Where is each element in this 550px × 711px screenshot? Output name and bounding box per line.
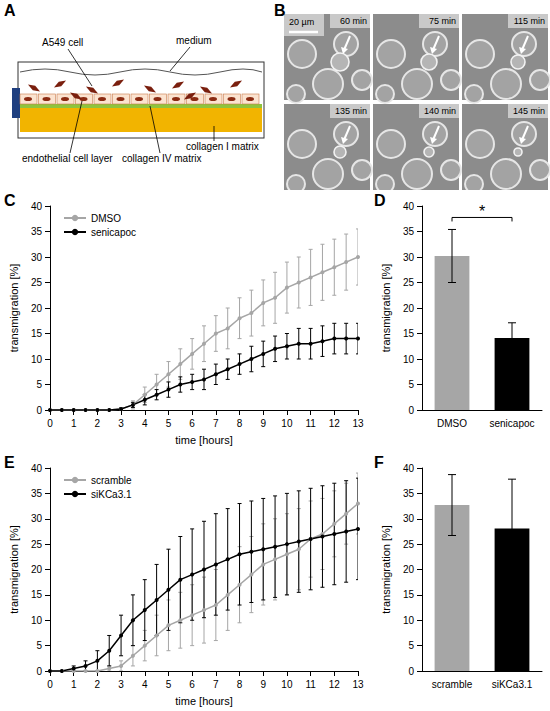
svg-text:60 min: 60 min — [340, 16, 367, 26]
svg-text:DMSO: DMSO — [91, 213, 121, 224]
svg-text:1: 1 — [71, 418, 77, 429]
svg-text:senicapoc: senicapoc — [489, 418, 534, 429]
html-text:D: D — [374, 192, 386, 209]
svg-text:20: 20 — [403, 564, 415, 575]
svg-text:0: 0 — [408, 666, 414, 677]
svg-text:25: 25 — [403, 277, 415, 288]
svg-text:40: 40 — [31, 201, 43, 212]
svg-text:15: 15 — [403, 328, 415, 339]
svg-text:25: 25 — [31, 277, 43, 288]
svg-text:30: 30 — [31, 513, 43, 524]
svg-text:6: 6 — [189, 418, 195, 429]
svg-text:2: 2 — [95, 679, 101, 690]
svg-text:135 min: 135 min — [335, 106, 367, 116]
svg-text:13: 13 — [352, 679, 364, 690]
svg-text:40: 40 — [403, 201, 415, 212]
svg-text:12: 12 — [329, 679, 341, 690]
svg-text:13: 13 — [352, 418, 364, 429]
svg-text:4: 4 — [142, 679, 148, 690]
svg-text:6: 6 — [189, 679, 195, 690]
svg-text:10: 10 — [281, 418, 293, 429]
svg-text:35: 35 — [31, 488, 43, 499]
svg-text:collagen IV matrix: collagen IV matrix — [122, 153, 201, 164]
svg-text:10: 10 — [403, 354, 415, 365]
svg-text:senicapoc: senicapoc — [91, 227, 136, 238]
html-text:B: B — [274, 2, 286, 19]
svg-text:11: 11 — [305, 679, 316, 690]
svg-text:30: 30 — [403, 252, 415, 263]
svg-text:140 min: 140 min — [424, 106, 456, 116]
svg-text:10: 10 — [403, 615, 415, 626]
svg-text:scramble: scramble — [432, 679, 473, 690]
svg-text:DMSO: DMSO — [437, 418, 467, 429]
svg-text:25: 25 — [31, 539, 43, 550]
svg-text:time [hours]: time [hours] — [175, 695, 232, 707]
svg-text:time [hours]: time [hours] — [175, 434, 232, 446]
svg-text:5: 5 — [36, 379, 42, 390]
svg-text:2: 2 — [95, 418, 101, 429]
svg-text:35: 35 — [403, 488, 415, 499]
svg-text:30: 30 — [403, 513, 415, 524]
svg-text:15: 15 — [403, 589, 415, 600]
html-text:F: F — [374, 454, 384, 471]
svg-text:medium: medium — [176, 35, 212, 46]
svg-text:1: 1 — [71, 679, 77, 690]
svg-text:20: 20 — [31, 303, 43, 314]
svg-text:10: 10 — [31, 354, 43, 365]
svg-text:5: 5 — [408, 640, 414, 651]
svg-text:5: 5 — [166, 418, 172, 429]
svg-text:3: 3 — [118, 418, 124, 429]
svg-text:7: 7 — [213, 679, 219, 690]
svg-text:siKCa3.1: siKCa3.1 — [492, 679, 533, 690]
svg-text:10: 10 — [281, 679, 293, 690]
svg-text:12: 12 — [329, 418, 341, 429]
svg-text:9: 9 — [260, 679, 266, 690]
svg-text:40: 40 — [403, 463, 415, 474]
svg-text:35: 35 — [403, 226, 415, 237]
svg-text:5: 5 — [408, 379, 414, 390]
svg-text:145 min: 145 min — [513, 106, 545, 116]
svg-text:0: 0 — [47, 679, 53, 690]
svg-text:4: 4 — [142, 418, 148, 429]
svg-text:11: 11 — [305, 418, 316, 429]
svg-text:*: * — [479, 203, 485, 220]
svg-text:0: 0 — [408, 405, 414, 416]
svg-text:0: 0 — [47, 418, 53, 429]
svg-text:0: 0 — [36, 405, 42, 416]
svg-text:0: 0 — [36, 666, 42, 677]
svg-text:transmigration [%]: transmigration [%] — [8, 264, 20, 353]
svg-text:30: 30 — [31, 252, 43, 263]
svg-text:siKCa3.1: siKCa3.1 — [91, 489, 132, 500]
svg-text:9: 9 — [260, 418, 266, 429]
html-text:C: C — [4, 192, 16, 209]
svg-text:5: 5 — [166, 679, 172, 690]
svg-text:10: 10 — [31, 615, 43, 626]
svg-text:40: 40 — [31, 463, 43, 474]
svg-text:75 min: 75 min — [429, 16, 456, 26]
svg-text:115 min: 115 min — [514, 16, 545, 26]
svg-text:20: 20 — [403, 303, 415, 314]
svg-text:transmigration [%]: transmigration [%] — [8, 525, 20, 614]
svg-text:transmigration [%]: transmigration [%] — [380, 525, 392, 614]
html-text:A: A — [4, 2, 16, 19]
svg-text:transmigration [%]: transmigration [%] — [380, 264, 392, 353]
svg-text:35: 35 — [31, 226, 43, 237]
svg-text:collagen I matrix: collagen I matrix — [186, 141, 259, 152]
svg-text:A549 cell: A549 cell — [42, 37, 83, 48]
svg-text:15: 15 — [31, 328, 43, 339]
svg-text:5: 5 — [36, 640, 42, 651]
svg-text:7: 7 — [213, 418, 219, 429]
svg-text:20 µm: 20 µm — [289, 17, 314, 27]
svg-text:20: 20 — [31, 564, 43, 575]
svg-text:25: 25 — [403, 539, 415, 550]
svg-text:scramble: scramble — [91, 475, 132, 486]
svg-text:3: 3 — [118, 679, 124, 690]
html-text:E: E — [4, 454, 15, 471]
svg-text:endothelial cell layer: endothelial cell layer — [22, 153, 113, 164]
svg-text:8: 8 — [237, 418, 243, 429]
svg-text:15: 15 — [31, 589, 43, 600]
svg-text:8: 8 — [237, 679, 243, 690]
